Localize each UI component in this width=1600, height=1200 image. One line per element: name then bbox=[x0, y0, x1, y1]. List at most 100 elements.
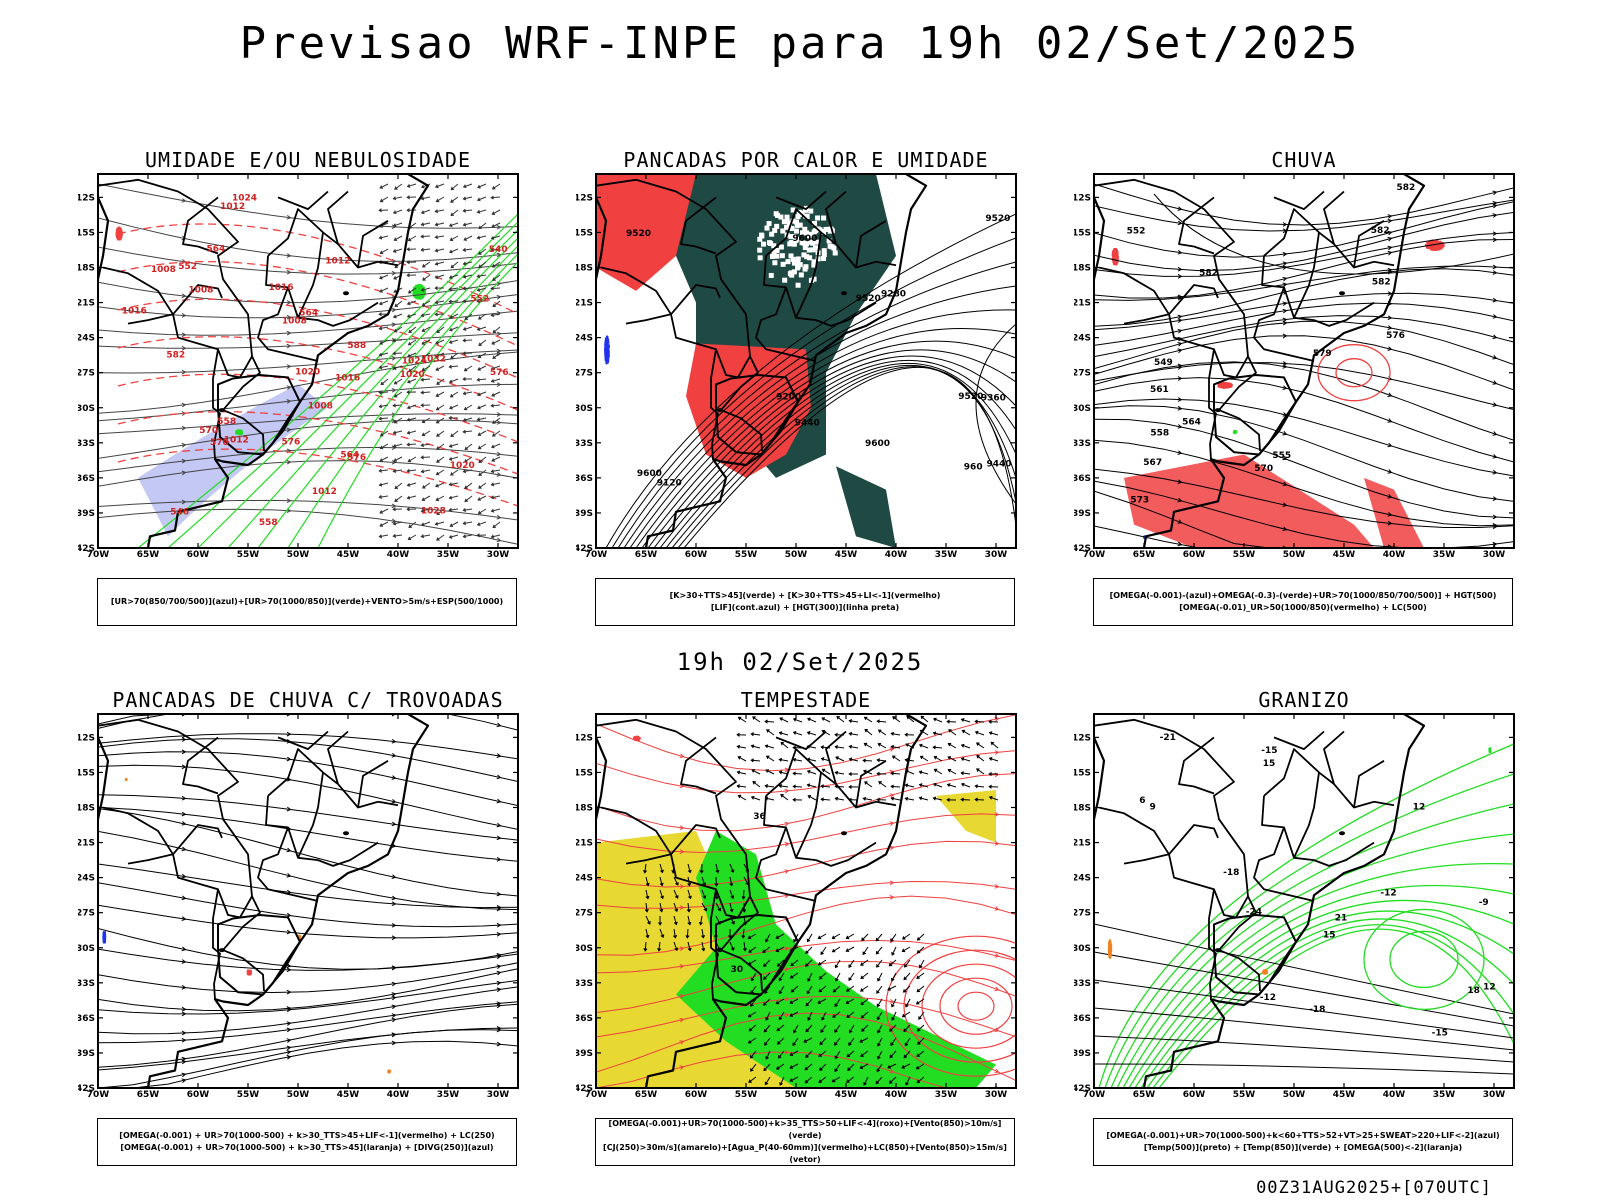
contour-label: 9600 bbox=[637, 469, 662, 479]
state-border bbox=[825, 190, 847, 245]
caption-line: [UR>70(850/700/500)](azul)+[UR>70(1000/8… bbox=[110, 597, 504, 606]
map-frame bbox=[1093, 173, 1515, 549]
lon-tick-label: 55W bbox=[1233, 550, 1256, 560]
lat-tick-label: 30S bbox=[576, 944, 593, 954]
lat-tick-label: 42S bbox=[576, 544, 593, 554]
contour-label: 582 bbox=[1397, 183, 1416, 193]
state-border bbox=[277, 730, 329, 750]
lon-tick-label: 65W bbox=[635, 1090, 658, 1100]
contour-label: 9520 bbox=[985, 214, 1010, 224]
lat-tick-label: 33S bbox=[576, 979, 593, 989]
contour-label: 9600 bbox=[792, 234, 817, 244]
lat-tick-label: 21S bbox=[1074, 839, 1091, 849]
contour-label: 15 bbox=[1263, 759, 1276, 769]
panel-title: PANCADAS DE CHUVA C/ TROVOADAS bbox=[112, 688, 504, 712]
lon-tick-label: 50W bbox=[287, 550, 310, 560]
lat-tick-label: 18S bbox=[78, 264, 95, 274]
lat-tick-label: 36S bbox=[576, 474, 593, 484]
state-border-rs bbox=[217, 373, 302, 456]
contour-label: 564 bbox=[207, 245, 226, 255]
lat-tick-label: 39S bbox=[576, 509, 593, 519]
contour-label: 1008 bbox=[188, 285, 213, 295]
contour-label: 570 bbox=[1254, 464, 1273, 474]
state-border bbox=[277, 190, 329, 210]
contour-label: 12 bbox=[1413, 802, 1426, 812]
lat-tick-label: 12S bbox=[1074, 193, 1091, 203]
lon-tick-label: 40W bbox=[885, 550, 908, 560]
lat-tick-label: 36S bbox=[576, 1014, 593, 1024]
lon-tick-label: 35W bbox=[437, 1090, 460, 1100]
panel-caption: [OMEGA(-0.001) + UR>70(1000-500) + k>30_… bbox=[97, 1118, 517, 1166]
lat-tick-label: 27S bbox=[78, 369, 95, 379]
contour-label: 1008 bbox=[308, 402, 333, 412]
state-border bbox=[600, 266, 721, 316]
state-border bbox=[600, 806, 721, 856]
state-border bbox=[297, 772, 324, 859]
lon-tick-label: 35W bbox=[935, 550, 958, 560]
state-border bbox=[755, 287, 817, 362]
map-frame bbox=[97, 173, 519, 549]
state-border bbox=[775, 730, 827, 750]
state-border bbox=[680, 736, 717, 795]
state-border bbox=[1353, 760, 1385, 808]
lon-tick-label: 45W bbox=[835, 550, 858, 560]
map-tempestade: 30 36 12S 15S 18S 21S 24S 27S 30S 33S 36S 39S 42S70W… bbox=[576, 713, 1017, 1100]
caption-line: [CJ(250)>30m/s](amarelo)+[Agua_P(40-60mm… bbox=[603, 1143, 1007, 1164]
state-border bbox=[1261, 795, 1375, 867]
lat-tick-label: 39S bbox=[1074, 509, 1091, 519]
panel-title: TEMPESTADE bbox=[740, 688, 872, 712]
state-border bbox=[1373, 800, 1395, 807]
state-border bbox=[1273, 730, 1325, 750]
lon-tick-label: 30W bbox=[985, 550, 1008, 560]
contour-label: 1012 bbox=[224, 436, 249, 446]
lat-tick-label: 21S bbox=[1074, 299, 1091, 309]
caption-line: [Temp(500)](preto) + [Temp(850)](verde) … bbox=[1143, 1143, 1463, 1152]
lat-tick-label: 12S bbox=[576, 193, 593, 203]
caption-line: [OMEGA(-0.001)-(azul)+OMEGA(-0.3)-(verde… bbox=[1109, 591, 1497, 600]
state-border bbox=[875, 260, 897, 267]
lat-tick-label: 39S bbox=[576, 1049, 593, 1059]
contour-label: 564 bbox=[299, 309, 318, 319]
andes-border bbox=[98, 196, 110, 287]
state-border bbox=[377, 260, 399, 267]
state-border bbox=[1323, 190, 1345, 245]
lat-tick-label: 39S bbox=[1074, 1049, 1091, 1059]
panel-caption: [OMEGA(-0.001)+UR>70(1000-500)+k>35_TTS>… bbox=[595, 1118, 1015, 1166]
lat-tick-label: 12S bbox=[1074, 733, 1091, 743]
lon-tick-label: 45W bbox=[1333, 1090, 1356, 1100]
contour-label: 549 bbox=[1154, 358, 1173, 368]
lat-tick-label: 33S bbox=[1074, 439, 1091, 449]
lat-tick-label: 15S bbox=[576, 228, 593, 238]
state-border bbox=[763, 795, 877, 867]
state-border bbox=[265, 255, 379, 327]
state-border-rs bbox=[1213, 913, 1298, 996]
state-border bbox=[1098, 266, 1219, 316]
state-border bbox=[212, 349, 221, 460]
state-border bbox=[182, 736, 219, 795]
state-border bbox=[763, 255, 877, 327]
contour-label: 564 bbox=[340, 450, 359, 460]
state-border bbox=[127, 313, 174, 325]
panel-chuva: CHUVA 582 582 582 582 579 576 573 570 567 564 561 55… bbox=[1074, 148, 1534, 628]
caption-line: [K>30+TTS>45](verde) + [K>30+TTS>45+LI<-… bbox=[669, 591, 941, 600]
lon-tick-label: 40W bbox=[387, 550, 410, 560]
map-frame bbox=[97, 713, 519, 1089]
contour-label: 9360 bbox=[981, 394, 1006, 404]
lat-tick-label: 30S bbox=[576, 404, 593, 414]
state-border bbox=[357, 220, 389, 268]
lon-tick-label: 65W bbox=[137, 550, 160, 560]
lon-tick-label: 60W bbox=[1183, 550, 1206, 560]
caption-line: [OMEGA(-0.001)+UR>70(1000-500)+k<60+TTS>… bbox=[1106, 1131, 1500, 1140]
state-border bbox=[855, 760, 887, 808]
state-border bbox=[1261, 255, 1375, 327]
lon-tick-label: 40W bbox=[885, 1090, 908, 1100]
lon-tick-label: 55W bbox=[735, 1090, 758, 1100]
contour-label: 573 bbox=[1130, 495, 1149, 505]
panel-caption: [K>30+TTS>45](verde) + [K>30+TTS>45+LI<-… bbox=[595, 578, 1015, 626]
state-border bbox=[710, 889, 719, 1000]
contour-label: 555 bbox=[1272, 451, 1291, 461]
contour-label: -15 bbox=[1261, 746, 1277, 756]
lat-tick-label: 42S bbox=[78, 544, 95, 554]
lon-tick-label: 60W bbox=[685, 550, 708, 560]
